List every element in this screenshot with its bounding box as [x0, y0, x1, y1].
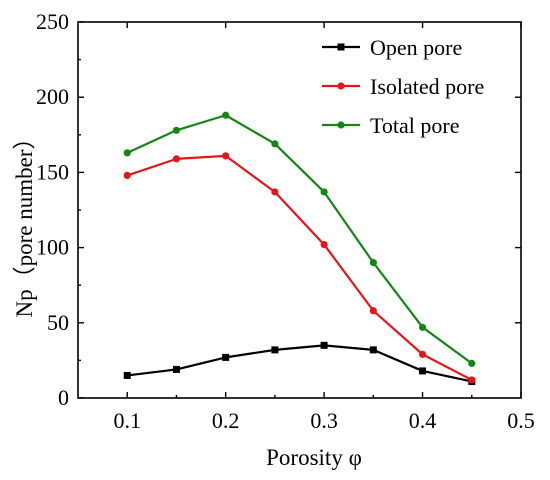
legend-label: Isolated pore: [370, 74, 484, 99]
legend-swatch-marker: [337, 43, 345, 51]
legend-swatch-marker: [337, 82, 345, 90]
x-tick-label: 0.2: [212, 408, 240, 433]
x-tick-label: 0.3: [310, 408, 338, 433]
data-point-isolated-pore: [123, 171, 131, 180]
legend-swatch-marker: [337, 121, 345, 129]
x-tick-label: 0.1: [113, 408, 141, 433]
data-point-total-pore: [320, 188, 328, 196]
y-tick-label: 150: [36, 159, 69, 184]
series-line-open-pore: [127, 344, 473, 383]
plot-area: [123, 111, 476, 385]
x-tick-label: 0.5: [507, 408, 535, 433]
data-point-isolated-pore: [320, 240, 328, 249]
data-point-open-pore: [271, 346, 279, 354]
data-point-isolated-pore: [172, 155, 181, 163]
series-open-pore: [123, 341, 476, 385]
data-point-isolated-pore: [418, 350, 427, 358]
series-line-isolated-pore: [126, 154, 473, 381]
y-tick-label: 100: [36, 235, 69, 260]
data-point-open-pore: [123, 371, 131, 379]
legend-label: Open pore: [370, 35, 462, 60]
x-axis-title: Porosity φ: [266, 445, 362, 470]
legend-item-total-pore: Total pore: [322, 113, 459, 138]
data-point-total-pore: [369, 259, 377, 267]
legend-item-isolated-pore: Isolated pore: [322, 74, 484, 99]
data-point-total-pore: [222, 111, 230, 119]
y-tick-label: 200: [36, 84, 69, 109]
data-point-open-pore: [172, 365, 180, 373]
data-point-open-pore: [222, 353, 230, 361]
x-tick-label: 0.4: [409, 408, 437, 433]
data-point-isolated-pore: [468, 376, 476, 384]
data-point-total-pore: [172, 126, 181, 134]
legend-label: Total pore: [370, 113, 459, 138]
data-point-open-pore: [320, 341, 328, 349]
y-tick-label: 0: [58, 385, 69, 410]
data-point-total-pore: [123, 149, 131, 157]
data-point-isolated-pore: [222, 152, 230, 160]
series-line-total-pore: [126, 114, 473, 365]
data-point-isolated-pore: [369, 307, 377, 315]
series-isolated-pore: [123, 152, 476, 384]
legend-item-open-pore: Open pore: [322, 35, 462, 60]
legend: Open pore Isolated pore Total pore: [322, 35, 484, 138]
y-axis-title: Np（pore number）: [12, 127, 37, 318]
y-tick-label: 250: [36, 9, 69, 34]
series-total-pore: [123, 111, 476, 368]
y-tick-label: 50: [47, 310, 69, 335]
data-point-total-pore: [468, 359, 476, 368]
axes: 0 50 100 150 200 250 0.1 0.2 0.3 0.4 0.5: [36, 9, 535, 433]
data-point-open-pore: [419, 367, 427, 375]
data-point-total-pore: [271, 140, 279, 148]
data-point-open-pore: [369, 346, 377, 354]
data-point-isolated-pore: [271, 188, 279, 196]
data-point-total-pore: [418, 323, 427, 331]
